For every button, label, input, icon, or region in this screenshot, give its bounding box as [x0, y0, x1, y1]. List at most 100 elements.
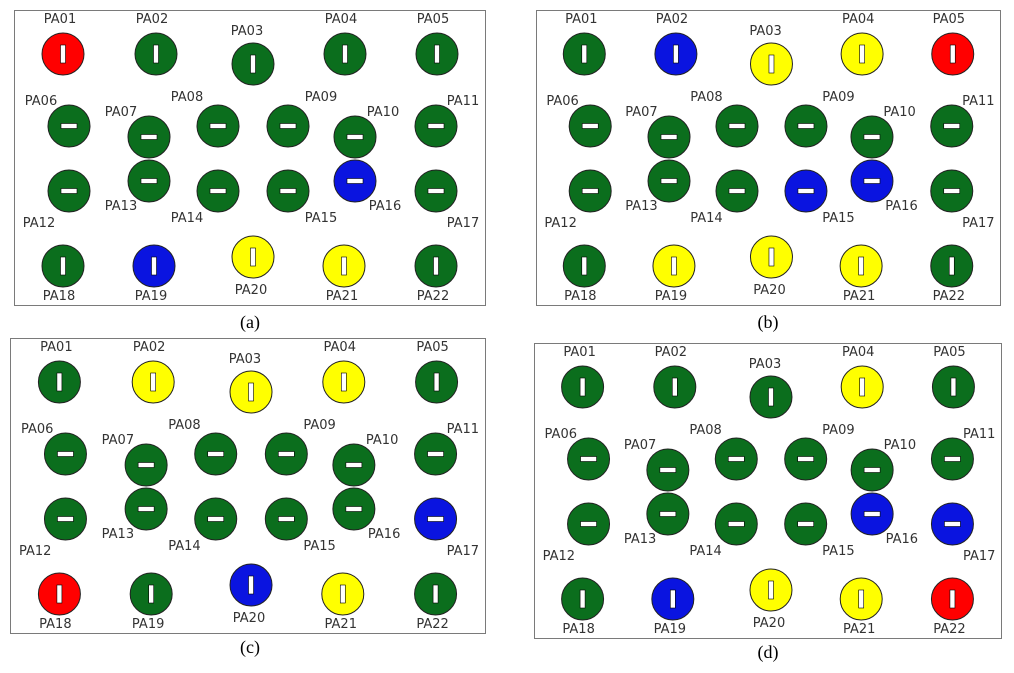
pin-label: PA17	[447, 544, 479, 559]
pin-pa19: PA19	[651, 577, 695, 637]
pin-label: PA08	[690, 90, 722, 105]
panel-d: PA01 PA02 PA03 PA04 PA05 PA06 PA07 PA08 PA09 PA10…	[534, 343, 1002, 639]
pin-mark	[60, 256, 66, 276]
pin-mark	[670, 589, 676, 609]
pin-mark	[943, 123, 961, 129]
pin-mark	[248, 382, 254, 402]
pin-label: PA15	[305, 211, 337, 226]
pin-pa07: PA07	[102, 433, 168, 487]
caption-c: (c)	[240, 637, 260, 657]
pin-mark	[207, 516, 225, 522]
pin-label: PA17	[447, 216, 479, 231]
pin-label: PA12	[544, 216, 576, 231]
pin-label: PA01	[565, 12, 597, 27]
panel-b-diagram: PA01 PA02 PA03 PA04 PA05 PA06 PA07 PA08 PA09 PA10…	[544, 12, 994, 304]
pin-mark	[858, 589, 865, 609]
pin-pa15: PA15	[784, 169, 855, 226]
pin-pa18: PA18	[41, 244, 85, 304]
pin-label: PA12	[543, 549, 575, 564]
pin-pa22: PA22	[930, 577, 974, 637]
pin-pa09: PA09	[784, 90, 855, 148]
pin-mark	[346, 134, 364, 140]
pin-mark	[278, 516, 295, 522]
pin-pa12: PA12	[19, 497, 87, 559]
pin-mark	[863, 134, 881, 140]
pin-mark	[580, 521, 597, 527]
pin-mark	[581, 123, 599, 129]
pin-mark	[60, 188, 78, 194]
pin-mark	[727, 521, 745, 527]
pin-mark	[339, 584, 346, 604]
pin-mark	[797, 123, 815, 129]
caption-d: (d)	[757, 642, 779, 662]
pin-label: PA11	[962, 94, 994, 109]
pin-pa10: PA10	[850, 438, 916, 492]
pin-mark	[153, 44, 159, 64]
pin-mark	[858, 256, 864, 276]
pin-mark	[728, 123, 746, 129]
pin-pa11: PA11	[930, 427, 995, 481]
pin-label: PA09	[822, 423, 854, 438]
pin-pa19: PA19	[132, 244, 176, 304]
pin-pa11: PA11	[414, 422, 479, 476]
pin-pa06: PA06	[545, 427, 611, 481]
pin-label: PA16	[886, 532, 918, 547]
pin-label: PA22	[416, 617, 448, 632]
pin-mark	[427, 188, 445, 194]
pin-pa15: PA15	[264, 497, 336, 554]
pin-mark	[673, 44, 679, 64]
panel-a-diagram: PA01 PA02 PA03 PA04 PA05 PA06 PA07 PA08 PA09 PA10…	[23, 12, 479, 304]
pin-pa03: PA03	[749, 24, 793, 86]
pin-pa05: PA05	[415, 12, 459, 76]
pin-mark	[250, 54, 256, 74]
pin-label: PA04	[842, 345, 874, 360]
pin-mark	[660, 134, 678, 140]
pin-pa07: PA07	[624, 438, 690, 492]
pin-label: PA15	[822, 544, 854, 559]
pin-pa04: PA04	[322, 340, 366, 404]
pin-mark	[150, 372, 156, 392]
pin-pa19: PA19	[129, 572, 173, 632]
pin-pa05: PA05	[415, 340, 459, 404]
pin-pa18: PA18	[37, 572, 81, 632]
pin-mark	[727, 456, 745, 462]
pin-label: PA11	[963, 427, 995, 442]
pin-label: PA14	[171, 211, 203, 226]
pin-pa14: PA14	[168, 497, 238, 554]
pin-mark	[579, 589, 586, 609]
pin-label: PA14	[690, 211, 722, 226]
pin-mark	[140, 134, 158, 140]
pin-pa20: PA20	[229, 563, 273, 626]
pin-label: PA01	[563, 345, 595, 360]
pin-pa16: PA16	[850, 492, 918, 547]
pin-label: PA17	[962, 216, 994, 231]
pin-pa21: PA21	[839, 244, 883, 304]
pin-label: PA14	[689, 544, 721, 559]
pin-pa06: PA06	[25, 94, 91, 148]
pin-label: PA12	[19, 544, 51, 559]
pin-label: PA21	[326, 289, 358, 304]
pin-label: PA07	[625, 105, 657, 120]
pin-pa22: PA22	[930, 244, 974, 304]
pin-label: PA10	[884, 438, 916, 453]
pin-label: PA18	[562, 622, 594, 637]
pin-mark	[797, 188, 815, 194]
pin-mark	[427, 451, 444, 457]
pin-pa08: PA08	[168, 418, 238, 476]
pin-mark	[137, 506, 155, 512]
pin-pa17: PA17	[414, 497, 479, 559]
pin-label: PA05	[933, 345, 965, 360]
pin-mark	[797, 456, 814, 462]
pin-pa14: PA14	[171, 169, 240, 226]
pin-label: PA08	[171, 90, 203, 105]
pin-mark	[768, 387, 774, 407]
pin-pa12: PA12	[543, 502, 611, 564]
pin-mark	[944, 521, 961, 527]
pin-label: PA02	[136, 12, 168, 27]
pin-pa13: PA13	[105, 159, 171, 214]
pin-pa22: PA22	[414, 244, 458, 304]
pin-pa19: PA19	[652, 244, 696, 304]
pin-label: PA09	[305, 90, 337, 105]
pin-pa08: PA08	[690, 90, 759, 148]
pin-pa21: PA21	[321, 572, 365, 632]
